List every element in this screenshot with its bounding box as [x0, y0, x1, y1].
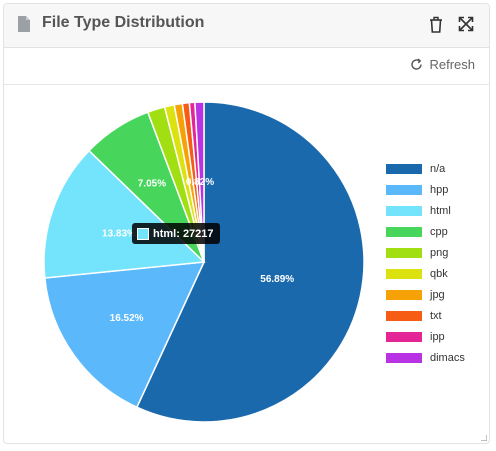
- legend-item-dimacs[interactable]: dimacs: [386, 347, 465, 368]
- legend-label: cpp: [430, 225, 448, 238]
- legend-swatch: [386, 184, 422, 195]
- tooltip-text: html: 27217: [153, 227, 214, 240]
- pie-chart: 56.89% 16.52% 13.83% 7.05% 0.82%: [43, 101, 365, 423]
- legend-item-qbk[interactable]: qbk: [386, 263, 465, 284]
- legend-swatch: [386, 352, 422, 363]
- data-label-small: 0.82%: [186, 177, 214, 188]
- legend-item-cpp[interactable]: cpp: [386, 221, 465, 242]
- legend-item-txt[interactable]: txt: [386, 305, 465, 326]
- legend-label: hpp: [430, 183, 449, 196]
- refresh-button[interactable]: Refresh: [410, 57, 475, 72]
- chart-area: 56.89% 16.52% 13.83% 7.05% 0.82% n/a hpp html c…: [4, 85, 491, 441]
- legend-swatch: [386, 163, 422, 174]
- legend-item-html[interactable]: html: [386, 200, 465, 221]
- document-icon: [18, 16, 30, 32]
- data-label-html: 13.83%: [102, 228, 136, 239]
- panel-title: File Type Distribution: [42, 14, 205, 31]
- legend-swatch: [386, 247, 422, 258]
- legend-label: ipp: [430, 330, 445, 343]
- legend-swatch: [386, 268, 422, 279]
- legend-swatch: [386, 310, 422, 321]
- chart-tooltip: html: 27217: [132, 223, 220, 244]
- legend-label: png: [430, 246, 449, 259]
- legend-swatch: [386, 205, 422, 216]
- legend-swatch: [386, 289, 422, 300]
- legend-item-n-a[interactable]: n/a: [386, 158, 465, 179]
- legend-item-png[interactable]: png: [386, 242, 465, 263]
- legend-item-ipp[interactable]: ipp: [386, 326, 465, 347]
- data-label-hpp: 16.52%: [110, 313, 144, 324]
- legend-item-jpg[interactable]: jpg: [386, 284, 465, 305]
- pie-slice-n-a[interactable]: [135, 101, 365, 423]
- pie-slice-html[interactable]: [43, 149, 206, 279]
- chart-legend: n/a hpp html cpp png qbk jpg txt ipp dimacs: [386, 158, 465, 368]
- resize-grip-icon[interactable]: [481, 435, 487, 441]
- panel-header: File Type Distribution: [4, 4, 489, 48]
- expand-icon[interactable]: [458, 16, 474, 32]
- legend-item-hpp[interactable]: hpp: [386, 179, 465, 200]
- legend-label: html: [430, 204, 451, 217]
- legend-swatch: [386, 226, 422, 237]
- legend-label: dimacs: [430, 351, 465, 364]
- file-type-panel: File Type Distribution Refresh 56.89% 16.…: [3, 3, 490, 444]
- legend-label: jpg: [430, 288, 445, 301]
- refresh-label: Refresh: [429, 57, 475, 72]
- tooltip-swatch: [137, 227, 149, 240]
- legend-label: txt: [430, 309, 442, 322]
- pie-slice-hpp[interactable]: [43, 261, 206, 409]
- panel-toolbar: Refresh: [4, 47, 489, 85]
- legend-label: qbk: [430, 267, 448, 280]
- legend-label: n/a: [430, 162, 446, 175]
- legend-swatch: [386, 331, 422, 342]
- data-label-cpp: 7.05%: [138, 179, 166, 190]
- pie-slice-dimacs[interactable]: [194, 101, 205, 263]
- data-label-n-a: 56.89%: [260, 274, 294, 285]
- refresh-icon: [411, 58, 423, 70]
- trash-icon[interactable]: [429, 16, 443, 33]
